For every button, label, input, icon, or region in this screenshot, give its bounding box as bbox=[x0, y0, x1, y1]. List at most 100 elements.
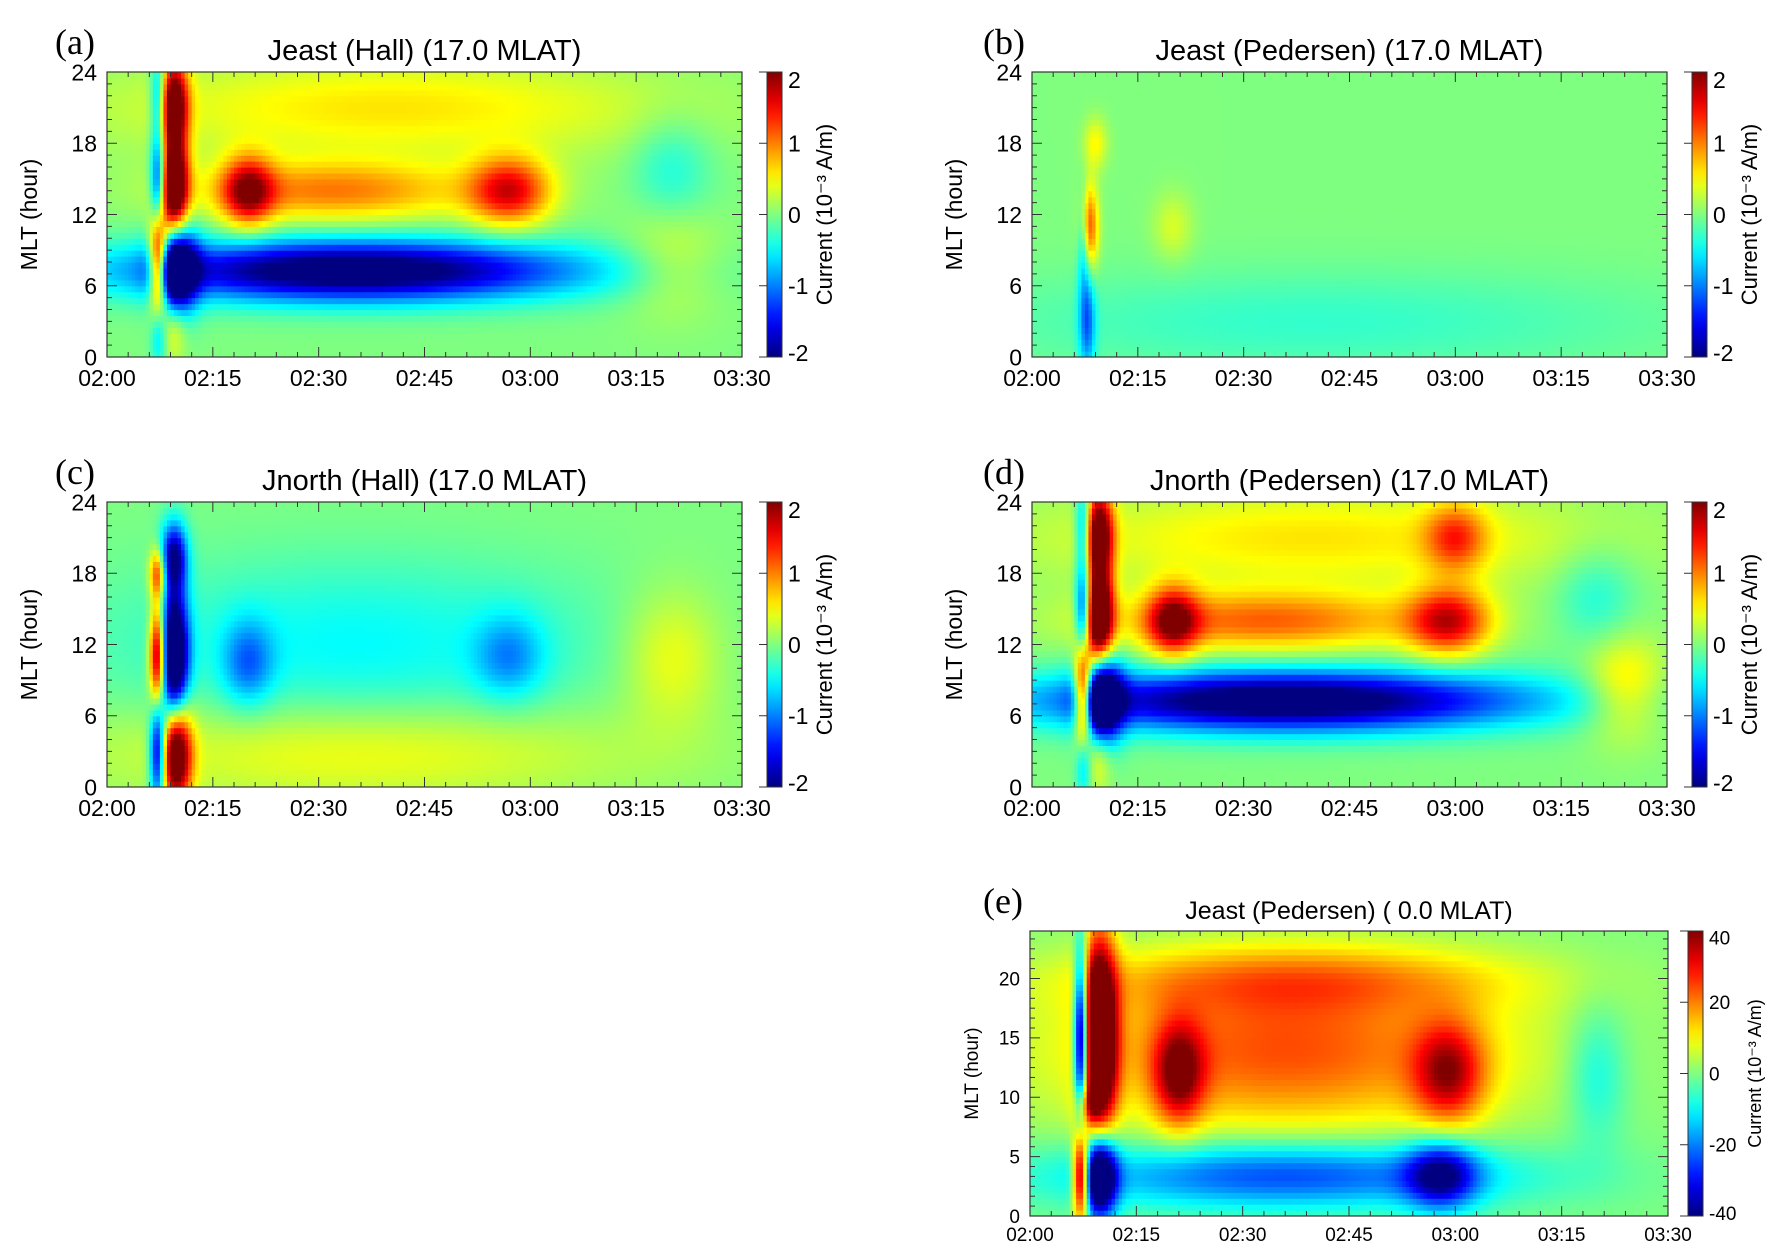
heatmap-cell bbox=[226, 327, 232, 334]
heatmap-cell bbox=[297, 172, 302, 180]
heatmap-cell bbox=[311, 327, 316, 334]
heatmap-cell bbox=[357, 184, 362, 192]
heatmap-cell bbox=[152, 220, 157, 227]
heatmap-cell bbox=[107, 214, 112, 222]
heatmap-cell bbox=[473, 351, 479, 357]
heatmap-cell bbox=[124, 232, 129, 239]
heatmap-cell bbox=[336, 321, 341, 328]
heatmap-cell bbox=[219, 256, 225, 263]
heatmap-cell bbox=[452, 309, 457, 317]
heatmap-cell bbox=[396, 351, 401, 357]
heatmap-cell bbox=[177, 131, 182, 138]
heatmap-cell bbox=[456, 262, 461, 269]
heatmap-cell bbox=[279, 273, 284, 281]
heatmap-cell bbox=[128, 333, 133, 340]
heatmap-cell bbox=[142, 232, 147, 239]
heatmap-cell bbox=[135, 214, 140, 222]
heatmap-cell bbox=[131, 143, 136, 150]
heatmap-cell bbox=[198, 315, 203, 322]
heatmap-cell bbox=[346, 309, 352, 317]
heatmap-cell bbox=[114, 202, 119, 210]
heatmap-cell bbox=[318, 178, 323, 186]
heatmap-cell bbox=[163, 214, 168, 222]
heatmap-cell bbox=[382, 279, 387, 287]
heatmap-cell bbox=[255, 351, 260, 357]
heatmap-cell bbox=[329, 184, 334, 192]
heatmap-cell bbox=[339, 208, 344, 216]
heatmap-cell bbox=[184, 339, 189, 346]
heatmap-cell bbox=[361, 196, 366, 204]
heatmap-cell bbox=[364, 143, 369, 150]
heatmap-cell bbox=[403, 321, 408, 328]
heatmap-cell bbox=[219, 131, 225, 138]
heatmap-cell bbox=[276, 113, 281, 121]
heatmap-cell bbox=[368, 172, 373, 180]
heatmap-cell bbox=[301, 172, 306, 180]
heatmap-cell bbox=[188, 291, 193, 299]
heatmap-cell bbox=[350, 315, 355, 322]
heatmap-cell bbox=[308, 202, 313, 210]
heatmap-cell bbox=[293, 77, 299, 85]
heatmap-cell bbox=[138, 309, 143, 317]
heatmap-cell bbox=[255, 262, 260, 269]
heatmap-cell bbox=[159, 143, 165, 150]
heatmap-cell bbox=[223, 226, 228, 233]
heatmap-cell bbox=[269, 95, 274, 103]
heatmap-cell bbox=[382, 285, 387, 293]
heatmap-cell bbox=[396, 202, 401, 210]
heatmap-cell bbox=[329, 291, 334, 299]
heatmap-cell bbox=[149, 321, 154, 328]
heatmap-cell bbox=[159, 267, 165, 275]
heatmap-cell bbox=[131, 196, 136, 204]
heatmap-cell bbox=[131, 297, 136, 305]
heatmap-cell bbox=[308, 351, 313, 357]
heatmap-cell bbox=[241, 95, 246, 103]
heatmap-cell bbox=[198, 178, 203, 186]
heatmap-cell bbox=[396, 131, 401, 138]
heatmap-cell bbox=[293, 238, 299, 245]
heatmap-cell bbox=[244, 339, 249, 346]
heatmap-cell bbox=[322, 220, 327, 227]
heatmap-cell bbox=[286, 273, 292, 281]
heatmap-cell bbox=[237, 250, 242, 257]
heatmap-cell bbox=[279, 351, 284, 357]
heatmap-cell bbox=[463, 262, 468, 269]
heatmap-cell bbox=[297, 101, 302, 109]
heatmap-cell bbox=[375, 178, 380, 186]
heatmap-cell bbox=[198, 155, 203, 162]
heatmap-cell bbox=[389, 161, 394, 168]
heatmap-cell bbox=[170, 95, 175, 103]
heatmap-cell bbox=[389, 351, 394, 357]
heatmap-cell bbox=[417, 267, 422, 275]
heatmap-cell bbox=[410, 339, 415, 346]
heatmap-cell bbox=[424, 279, 429, 287]
heatmap-cell bbox=[205, 137, 210, 144]
heatmap-cell bbox=[361, 125, 366, 132]
heatmap-cell bbox=[258, 339, 263, 346]
heatmap-cell bbox=[163, 172, 168, 180]
heatmap-cell bbox=[114, 167, 119, 174]
heatmap-cell bbox=[244, 119, 249, 127]
heatmap-cell bbox=[128, 113, 133, 121]
heatmap-cell bbox=[431, 297, 436, 305]
heatmap-cell bbox=[283, 202, 288, 210]
heatmap-cell bbox=[258, 178, 263, 186]
heatmap-cell bbox=[361, 202, 366, 210]
heatmap-cell bbox=[424, 167, 429, 174]
heatmap-cell bbox=[389, 196, 394, 204]
heatmap-cell bbox=[205, 297, 210, 305]
heatmap-cell bbox=[329, 119, 334, 127]
heatmap-cell bbox=[272, 262, 277, 269]
heatmap-cell bbox=[364, 327, 369, 334]
heatmap-cell bbox=[138, 95, 143, 103]
heatmap-cell bbox=[301, 161, 306, 168]
heatmap-cell bbox=[184, 167, 189, 174]
heatmap-cell bbox=[368, 143, 373, 150]
heatmap-cell bbox=[226, 125, 232, 132]
heatmap-cell bbox=[315, 137, 320, 144]
heatmap-cell bbox=[290, 190, 295, 198]
heatmap-cell bbox=[121, 113, 126, 121]
heatmap-cell bbox=[456, 345, 461, 352]
heatmap-cell bbox=[332, 72, 337, 79]
heatmap-cell bbox=[428, 220, 433, 227]
